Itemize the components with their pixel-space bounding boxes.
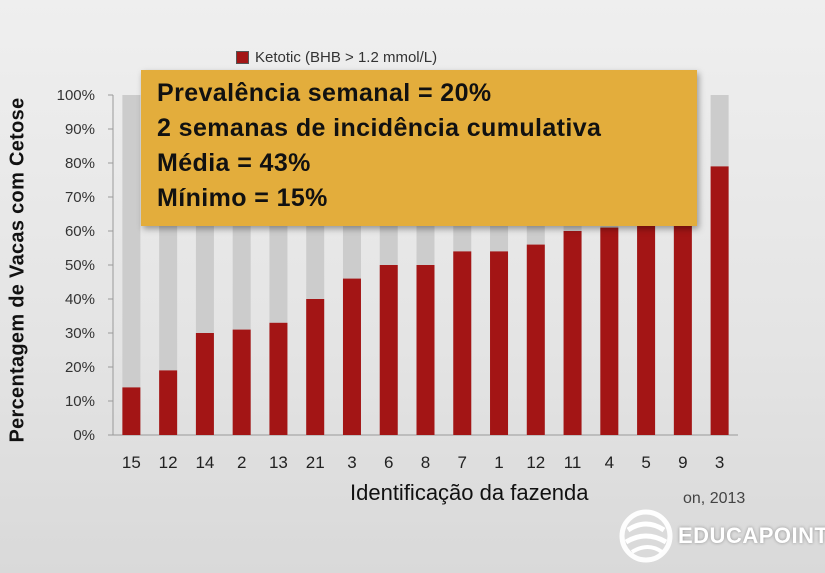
bar — [379, 265, 398, 435]
x-tick-label: 15 — [122, 453, 141, 472]
bar — [269, 322, 288, 435]
bar — [673, 217, 692, 435]
bar — [490, 251, 509, 435]
legend-label: Ketotic (BHB > 1.2 mmol/L) — [255, 49, 438, 66]
x-tick-label: 8 — [421, 453, 430, 472]
callout-line-minimum: Mínimo = 15% — [157, 184, 328, 212]
x-tick-label: 13 — [269, 453, 288, 472]
x-tick-label: 12 — [159, 453, 178, 472]
x-tick-label: 7 — [458, 453, 467, 472]
bar — [710, 166, 729, 435]
callout-line-incidence: 2 semanas de incidência cumulativa — [157, 114, 602, 142]
y-tick-label: 10% — [65, 393, 95, 410]
x-axis-label: Identificação da fazenda — [350, 480, 589, 505]
y-tick-label: 20% — [65, 359, 95, 376]
x-tick-label: 1 — [494, 453, 503, 472]
bar — [453, 251, 472, 435]
y-tick-label: 80% — [65, 155, 95, 172]
legend-swatch — [236, 51, 249, 64]
x-tick-label: 2 — [237, 453, 246, 472]
bar — [122, 387, 141, 435]
callout-box: Prevalência semanal = 20% 2 semanas de i… — [141, 70, 697, 226]
globe-icon — [619, 509, 673, 563]
x-tick-label: 6 — [384, 453, 393, 472]
x-tick-label: 3 — [715, 453, 724, 472]
callout-line-mean: Média = 43% — [157, 149, 311, 177]
y-tick-label: 60% — [65, 223, 95, 240]
x-tick-label: 21 — [306, 453, 325, 472]
bar — [195, 333, 214, 435]
x-tick-label: 5 — [641, 453, 650, 472]
bar — [563, 231, 582, 435]
x-tick-label: 11 — [564, 453, 582, 472]
x-tick-label: 14 — [195, 453, 214, 472]
bar — [600, 227, 619, 435]
y-tick-label: 30% — [65, 325, 95, 342]
bar-background — [122, 95, 141, 435]
y-tick-label: 50% — [65, 257, 95, 274]
x-tick-label: 9 — [678, 453, 687, 472]
bar — [232, 329, 251, 435]
legend: Ketotic (BHB > 1.2 mmol/L) — [236, 49, 437, 66]
educapoint-logo: EDUCAPOINT — [618, 508, 825, 564]
y-tick-label: 100% — [57, 87, 95, 104]
y-tick-label: 70% — [65, 189, 95, 206]
bar — [637, 224, 656, 435]
source-citation: on, 2013 — [683, 490, 746, 507]
bar — [342, 278, 361, 435]
x-tick-label: 3 — [347, 453, 356, 472]
y-axis-label: Percentagem de Vacas com Cetose — [6, 97, 29, 443]
y-tick-label: 40% — [65, 291, 95, 308]
bar — [306, 299, 325, 435]
y-tick-label: 0% — [73, 427, 95, 444]
x-tick-label: 12 — [526, 453, 545, 472]
bar — [526, 244, 545, 435]
x-tick-label: 4 — [605, 453, 614, 472]
bar — [416, 265, 435, 435]
y-tick-label: 90% — [65, 121, 95, 138]
bar — [159, 370, 178, 435]
logo-text: EDUCAPOINT — [678, 523, 825, 548]
callout-line-prevalence: Prevalência semanal = 20% — [157, 79, 492, 107]
